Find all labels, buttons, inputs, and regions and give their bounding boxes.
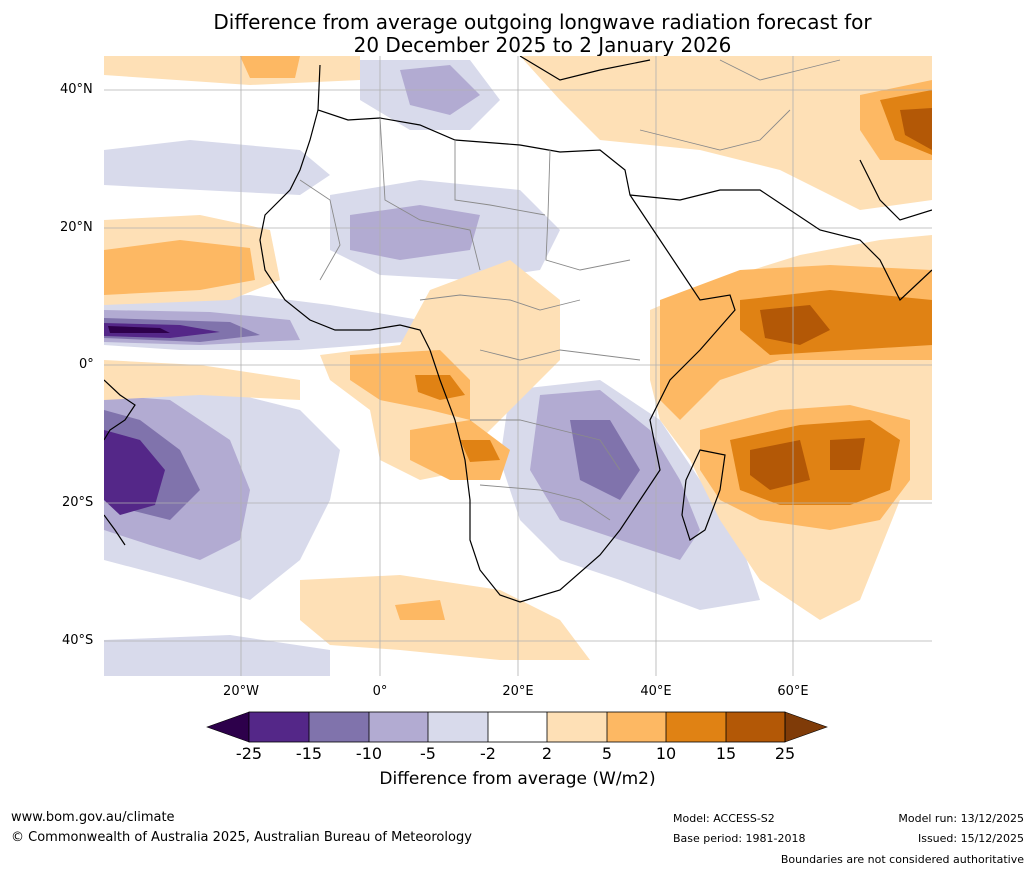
colorbar-bin (369, 712, 428, 742)
anomaly-region (520, 56, 932, 210)
colorbar-tick: -15 (295, 744, 323, 763)
lon-label: 20°E (502, 684, 534, 699)
footer-model: Model: ACCESS-S2 (673, 812, 775, 825)
anomaly-region (460, 440, 500, 462)
colorbar-tick: 5 (601, 744, 613, 763)
lon-label: 0° (372, 684, 388, 699)
coastlines (104, 56, 932, 603)
colorbar-bin (726, 712, 785, 742)
colorbar-tick: 10 (655, 744, 677, 763)
colorbar-title: Difference from average (W/m2) (379, 769, 656, 789)
anomaly-region (830, 438, 865, 470)
anomaly-region (300, 575, 590, 660)
colorbar-bin (607, 712, 666, 742)
colorbar-tick: -5 (420, 744, 436, 763)
colorbar-tick: -25 (235, 744, 263, 763)
anomaly-region (108, 326, 170, 333)
colorbar-bin (666, 712, 726, 742)
anomaly-region (104, 360, 300, 400)
lat-label: 40°N (60, 82, 93, 97)
lon-label: 20°W (223, 684, 259, 699)
footer-disclaimer: Boundaries are not considered authoritat… (780, 853, 1024, 866)
anomaly-region (760, 305, 830, 345)
anomaly-region (900, 108, 932, 150)
footer-website: www.bom.gov.au/climate (11, 810, 175, 825)
gridlines (104, 56, 932, 676)
anomaly-field (104, 56, 932, 676)
footer-model-run: Model run: 13/12/2025 (898, 812, 1024, 825)
colorbar-bin (428, 712, 488, 742)
anomaly-region (104, 240, 255, 295)
anomaly-region (410, 420, 510, 480)
footer-issued: Issued: 15/12/2025 (917, 832, 1024, 845)
colorbar-bin (488, 712, 547, 742)
anomaly-region (104, 140, 330, 195)
title-line-2: 20 December 2025 to 2 January 2026 (353, 33, 732, 57)
colorbar-bin (309, 712, 369, 742)
anomaly-region (104, 635, 330, 676)
footer-base-period: Base period: 1981-2018 (673, 832, 806, 845)
anomaly-region (395, 600, 445, 620)
anomaly-region (350, 205, 480, 260)
colorbar-tick: 25 (774, 744, 796, 763)
colorbar-bin (547, 712, 607, 742)
anomaly-region (104, 430, 165, 515)
lon-label: 40°E (640, 684, 672, 699)
colorbar (206, 711, 828, 743)
anomaly-region (570, 420, 640, 500)
lon-label: 60°E (777, 684, 809, 699)
colorbar-tick: -10 (355, 744, 383, 763)
colorbar-tick: 2 (541, 744, 553, 763)
country-borders (299, 59, 841, 521)
anomaly-region (750, 440, 810, 490)
footer-copyright: © Commonwealth of Australia 2025, Austra… (11, 830, 472, 845)
colorbar-tick: 15 (715, 744, 737, 763)
lat-label: 20°N (60, 220, 93, 235)
anomaly-region (415, 375, 465, 400)
colorbar-tick: -2 (480, 744, 496, 763)
lat-label: 0° (79, 357, 94, 372)
colorbar-extend-high (784, 711, 828, 743)
colorbar-bin (249, 712, 309, 742)
title-line-1: Difference from average outgoing longwav… (213, 10, 872, 34)
lat-label: 40°S (62, 633, 94, 648)
anomaly-region (240, 56, 300, 78)
colorbar-extend-low (206, 711, 250, 743)
lat-label: 20°S (62, 495, 94, 510)
